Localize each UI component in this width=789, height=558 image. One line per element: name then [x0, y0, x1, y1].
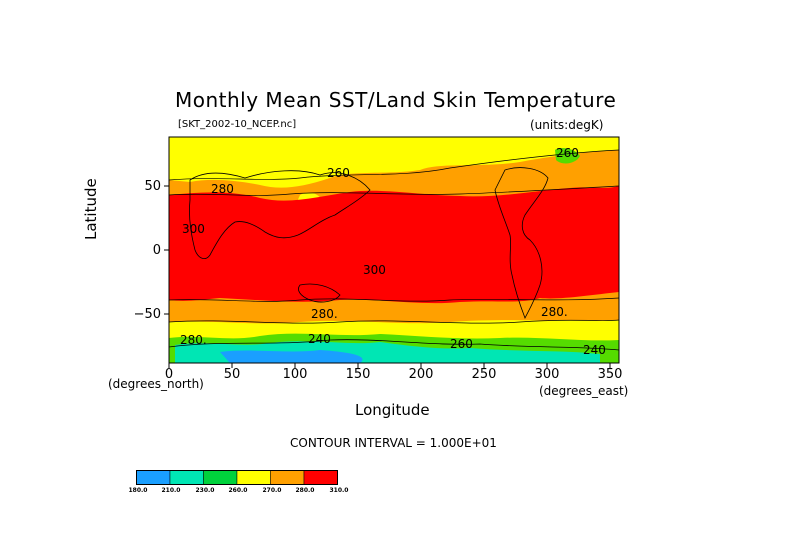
x-tick-label: 200 [408, 367, 434, 382]
colorbar [136, 470, 338, 485]
colorbar-label: 210.0 [161, 487, 181, 494]
contour-label: 300 [182, 222, 205, 236]
colorbar-swatch [136, 470, 171, 485]
dataset-filename: [SKT_2002-10_NCEP.nc] [178, 119, 297, 130]
x-tick-label: 0 [164, 367, 174, 382]
colorbar-label: 260.0 [228, 487, 248, 494]
x-tick-label: 300 [534, 367, 560, 382]
colorbar-swatch [270, 470, 305, 485]
colorbar-swatch [236, 470, 271, 485]
contour-label: 260 [450, 337, 473, 351]
y-tick-label: 0 [152, 243, 161, 258]
contour-label: 300 [363, 263, 386, 277]
contour-label: 240 [583, 343, 606, 357]
y-tick-label: −50 [133, 307, 161, 322]
x-tick-label: 350 [597, 367, 623, 382]
y-tick-label: 50 [144, 179, 161, 194]
x-axis-label: Longitude [355, 401, 430, 419]
contour-label: 280. [311, 307, 338, 321]
y-axis-label: Latitude [82, 178, 100, 240]
colorbar-label: 180.0 [128, 487, 148, 494]
x-tick-label: 50 [223, 367, 241, 382]
contour-label: 260 [556, 146, 579, 160]
contour-label: 280. [180, 333, 207, 347]
units-label: (units:degK) [530, 118, 604, 132]
y-axis-unit-label: (degrees_north) [108, 377, 204, 391]
x-tick-label: 100 [282, 367, 308, 382]
contour-label: 280 [211, 182, 234, 196]
chart-title: Monthly Mean SST/Land Skin Temperature [175, 88, 617, 112]
colorbar-swatch [203, 470, 238, 485]
x-tick-label: 150 [345, 367, 371, 382]
colorbar-swatch [303, 470, 338, 485]
contour-label: 240 [308, 332, 331, 346]
contour-label: 260 [327, 166, 350, 180]
x-axis-unit-label: (degrees_east) [539, 384, 629, 398]
contour-interval-note: CONTOUR INTERVAL = 1.000E+01 [290, 436, 497, 450]
colorbar-label: 310.0 [329, 487, 349, 494]
colorbar-label: 280.0 [295, 487, 315, 494]
colorbar-label: 270.0 [262, 487, 282, 494]
colorbar-swatch [169, 470, 204, 485]
x-tick-label: 250 [471, 367, 497, 382]
contour-label: 280. [541, 305, 568, 319]
temperature-field [169, 137, 619, 363]
colorbar-label: 230.0 [195, 487, 215, 494]
